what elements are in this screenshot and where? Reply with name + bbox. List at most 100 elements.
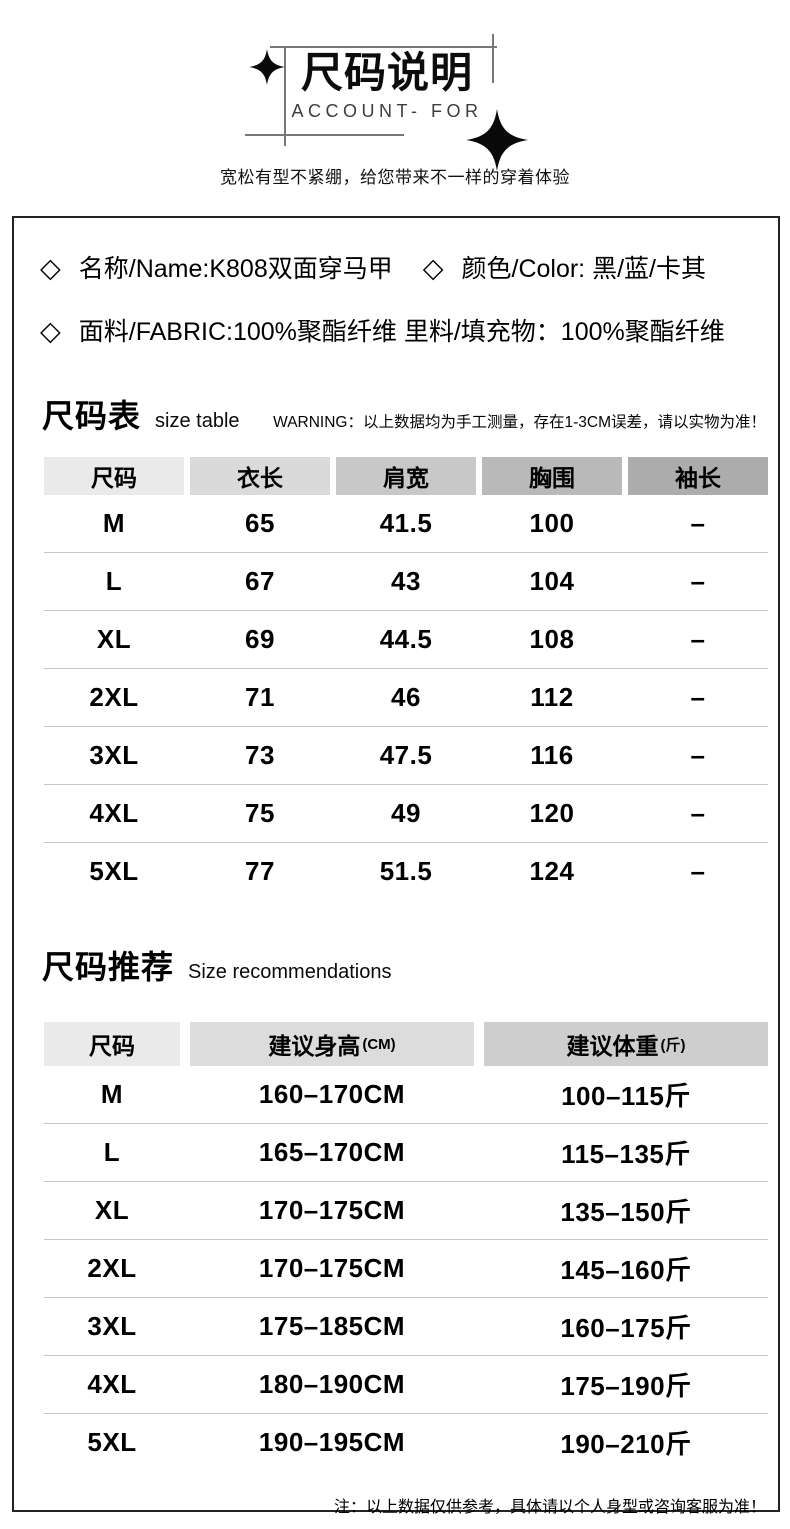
table-cell: – [690, 740, 706, 770]
footer-note: 注：以上数据仅供参考，具体请以个人身型或咨询客服为准！ [333, 1499, 766, 1516]
table-cell: 100 [529, 508, 575, 538]
table-cell: 124 [529, 856, 575, 886]
size-table-heading: 尺码表 [42, 398, 142, 434]
product-attribute-text: 名称/Name:K808双面穿马甲 [78, 255, 393, 283]
table-cell: 120 [529, 798, 575, 828]
table-row: XL 170–175CM 135–150斤 [44, 1182, 768, 1240]
table-cell: 4XL [87, 1369, 137, 1399]
size-table-heading-en: size table [155, 410, 240, 432]
table-cell: 47.5 [379, 740, 433, 770]
table-cell: 4XL [89, 798, 139, 828]
frame-line-right [492, 34, 494, 83]
table-row: 2XL 71 46 112 – [44, 669, 768, 727]
page-subtitle-en: ACCOUNT- FOR [291, 101, 483, 122]
sparkle-icon-small [249, 49, 285, 85]
column-header-unit: (斤) [660, 1036, 686, 1054]
table-cell: 77 [245, 856, 275, 886]
column-header: 建议体重 (斤) [484, 1022, 768, 1066]
table-cell: 43 [391, 566, 421, 596]
product-info-line1: ◇ 名称/Name:K808双面穿马甲 ◇ 颜色/Color: 黑/蓝/卡其 [40, 252, 764, 286]
column-header: 胸围 [482, 457, 622, 495]
table-cell: 69 [245, 624, 275, 654]
recommend-table-body: M 160–170CM 100–115斤 L 165–170CM 115–135斤 XL 17… [44, 1066, 768, 1471]
product-info: ◇ 名称/Name:K808双面穿马甲 ◇ 颜色/Color: 黑/蓝/卡其 ◇ 面料/… [14, 218, 778, 349]
column-header: 建议身高 (CM) [190, 1022, 474, 1066]
recommend-section-head: 尺码推荐 Size recommendations [42, 942, 766, 988]
header-banner: 尺码说明 ACCOUNT- FOR 宽松有型不紧绷，给您带来不一样的穿着体验 [0, 0, 790, 212]
table-cell: 116 [530, 740, 574, 770]
table-row: 3XL 175–185CM 160–175斤 [44, 1298, 768, 1356]
table-cell: 67 [245, 566, 275, 596]
recommend-table: 尺码 建议身高 (CM) 建议体重 (斤) M 160–170CM 100–115斤 L 165… [44, 1022, 768, 1471]
column-header: 袖长 [628, 457, 768, 495]
sparkle-icon-large [466, 109, 528, 171]
frame-line-left [284, 46, 286, 146]
table-cell: 112 [530, 682, 574, 712]
table-cell: 3XL [89, 740, 139, 770]
column-header-unit: (CM) [362, 1035, 396, 1053]
table-cell: 135–150斤 [560, 1197, 692, 1227]
table-cell: 175–185CM [258, 1311, 406, 1341]
table-cell: – [690, 682, 706, 712]
table-row: M 160–170CM 100–115斤 [44, 1066, 768, 1124]
product-attribute: ◇ 颜色/Color: 黑/蓝/卡其 [423, 252, 706, 286]
table-row: 5XL 77 51.5 124 – [44, 843, 768, 900]
table-cell: 180–190CM [258, 1369, 406, 1399]
table-cell: 49 [391, 798, 421, 828]
column-header: 肩宽 [336, 457, 476, 495]
table-cell: 3XL [87, 1311, 137, 1341]
table-cell: 65 [245, 508, 275, 538]
table-cell: 75 [245, 798, 275, 828]
table-cell: 5XL [87, 1427, 137, 1457]
column-header: 尺码 [44, 1022, 180, 1066]
content-panel: ◇ 名称/Name:K808双面穿马甲 ◇ 颜色/Color: 黑/蓝/卡其 ◇ 面料/… [12, 216, 780, 1516]
table-cell: XL [94, 1195, 130, 1225]
table-cell: 2XL [87, 1253, 137, 1283]
tagline: 宽松有型不紧绷，给您带来不一样的穿着体验 [220, 168, 570, 187]
table-cell: 190–210斤 [560, 1429, 692, 1459]
page-title: 尺码说明 [300, 49, 473, 96]
table-row: 3XL 73 47.5 116 – [44, 727, 768, 785]
table-row: M 65 41.5 100 – [44, 495, 768, 553]
table-cell: 190–195CM [258, 1427, 406, 1457]
table-row: L 165–170CM 115–135斤 [44, 1124, 768, 1182]
table-cell: – [690, 856, 706, 886]
size-table-body: M 65 41.5 100 – L 67 43 104 – XL 69 44.5 108 – 2XL 71 46 1… [44, 495, 768, 900]
column-header: 尺码 [44, 457, 184, 495]
diamond-icon: ◇ [422, 252, 444, 283]
table-cell: 165–170CM [258, 1137, 406, 1167]
table-cell: 51.5 [379, 856, 433, 886]
table-cell: 71 [245, 682, 275, 712]
table-cell: 100–115斤 [561, 1081, 691, 1111]
product-attribute-text: 面料/FABRIC:100%聚酯纤维 里料/填充物：100%聚酯纤维 [78, 318, 725, 346]
table-row: 4XL 180–190CM 175–190斤 [44, 1356, 768, 1414]
table-cell: 115–135斤 [561, 1139, 691, 1169]
table-row: 2XL 170–175CM 145–160斤 [44, 1240, 768, 1298]
table-row: 5XL 190–195CM 190–210斤 [44, 1414, 768, 1471]
table-cell: 108 [529, 624, 575, 654]
table-cell: 104 [529, 566, 575, 596]
table-cell: 145–160斤 [560, 1255, 692, 1285]
table-cell: 2XL [89, 682, 139, 712]
recommend-heading-en: Size recommendations [188, 961, 392, 983]
diamond-icon: ◇ [40, 315, 61, 346]
size-table-warning: WARNING：以上数据均为手工测量，存在1-3CM误差，请以实物为准！ [273, 414, 766, 431]
table-cell: 46 [391, 682, 421, 712]
table-cell: – [690, 798, 706, 828]
table-cell: 170–175CM [258, 1195, 406, 1225]
table-cell: – [690, 624, 706, 654]
table-cell: – [690, 508, 706, 538]
diamond-icon: ◇ [40, 252, 61, 283]
table-cell: 5XL [89, 856, 139, 886]
product-attribute: ◇ 面料/FABRIC:100%聚酯纤维 里料/填充物：100%聚酯纤维 [40, 315, 725, 349]
table-cell: 160–170CM [258, 1079, 406, 1109]
table-row: 4XL 75 49 120 – [44, 785, 768, 843]
table-cell: L [103, 1137, 121, 1167]
table-cell: 170–175CM [258, 1253, 406, 1283]
table-cell: 175–190斤 [560, 1371, 692, 1401]
product-attribute-text: 颜色/Color: 黑/蓝/卡其 [461, 255, 706, 283]
product-attribute: ◇ 名称/Name:K808双面穿马甲 [40, 252, 393, 286]
table-cell: 41.5 [379, 508, 433, 538]
recommend-table-header: 尺码 建议身高 (CM) 建议体重 (斤) [44, 1022, 768, 1066]
